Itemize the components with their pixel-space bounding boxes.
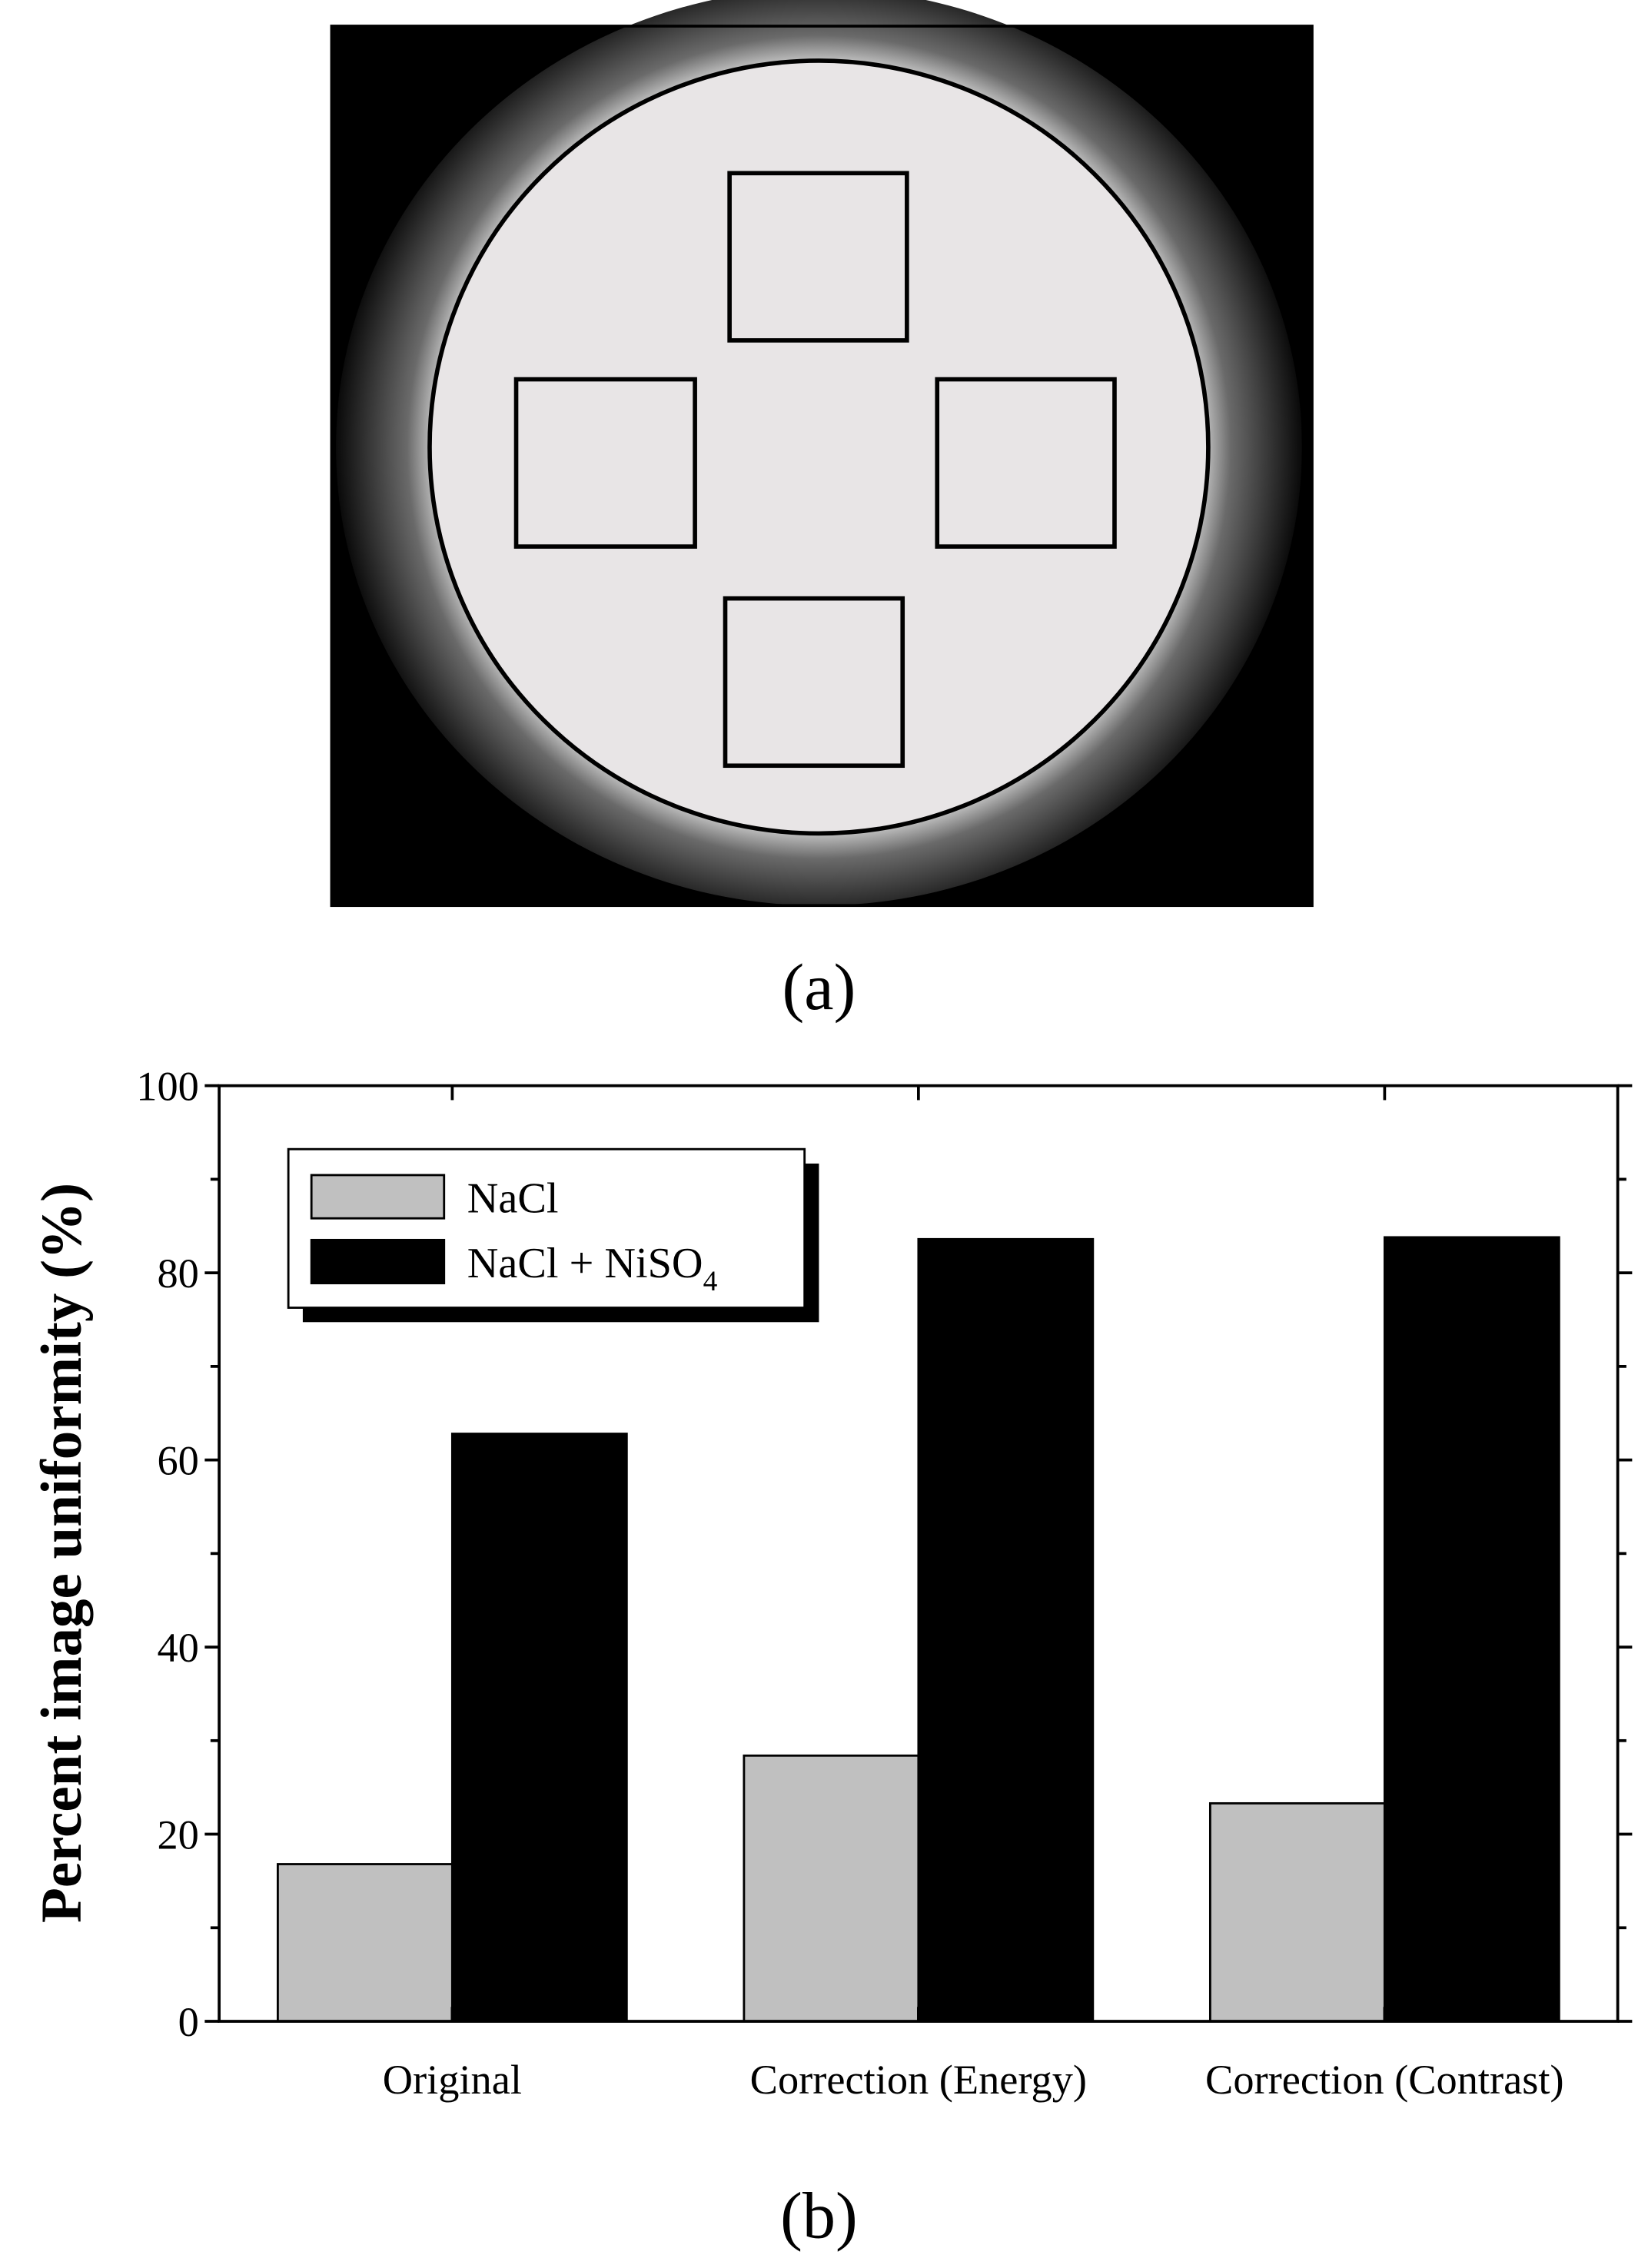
phantom-image <box>330 0 1314 908</box>
roi-box <box>727 171 909 343</box>
legend-swatch <box>310 1174 446 1220</box>
plot-frame <box>218 1084 1620 2023</box>
legend-label: NaCl <box>467 1175 559 1223</box>
x-tick-label: Original <box>383 2057 522 2103</box>
x-tick-label: Correction (Energy) <box>750 2057 1087 2103</box>
image-frame <box>330 25 1314 908</box>
y-tick-label: 80 <box>157 1250 198 1297</box>
bar <box>1208 1801 1386 2023</box>
y-tick-label: 100 <box>136 1063 199 1109</box>
panel-label: (a) <box>782 950 856 1024</box>
phantom-disc <box>427 58 1211 836</box>
bar <box>743 1754 920 2023</box>
x-tick-label: Correction (Contrast) <box>1205 2057 1564 2103</box>
panel-label: (b) <box>780 2178 858 2252</box>
y-axis-label: Percent image uniformity (%) <box>30 1183 94 1923</box>
roi-box <box>513 377 697 549</box>
bar <box>1383 1236 1560 2023</box>
y-tick-label: 40 <box>157 1625 198 1671</box>
roi-box <box>723 596 905 769</box>
bar <box>276 1863 454 2023</box>
y-tick-label: 60 <box>157 1437 198 1483</box>
bar <box>917 1237 1095 2023</box>
y-tick-label: 0 <box>178 1999 199 2045</box>
bar <box>450 1433 628 2023</box>
legend-swatch <box>310 1238 446 1285</box>
roi-box <box>935 377 1117 549</box>
y-tick-label: 20 <box>157 1811 198 1858</box>
